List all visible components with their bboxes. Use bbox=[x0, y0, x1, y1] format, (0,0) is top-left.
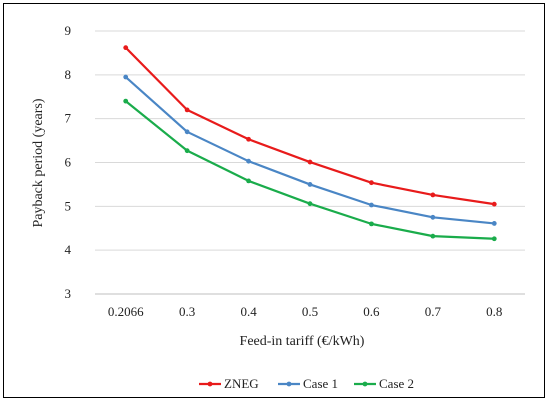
x-tick-label: 0.3 bbox=[179, 304, 195, 319]
x-tick-label: 0.7 bbox=[425, 304, 442, 319]
y-tick-label: 5 bbox=[65, 198, 72, 213]
legend-label: Case 2 bbox=[379, 376, 414, 391]
series-case-2 bbox=[123, 98, 497, 242]
legend-item: Case 2 bbox=[354, 376, 414, 391]
data-point bbox=[491, 236, 497, 242]
y-axis-label: Payback period (years) bbox=[31, 98, 46, 227]
legend-label: ZNEG bbox=[224, 376, 259, 391]
data-point bbox=[430, 214, 436, 220]
x-tick-label: 0.2066 bbox=[108, 304, 144, 319]
legend-swatch-marker bbox=[207, 381, 213, 387]
data-point bbox=[369, 221, 374, 227]
y-axis-ticks: 3 4 5 6 7 8 9 bbox=[65, 23, 72, 301]
data-point bbox=[246, 136, 251, 142]
legend: ZNEG Case 1 Case 2 bbox=[199, 376, 414, 391]
data-point bbox=[307, 201, 313, 207]
y-tick-label: 9 bbox=[65, 23, 72, 38]
series-zneg bbox=[123, 45, 497, 207]
y-tick-label: 3 bbox=[65, 286, 72, 301]
data-point bbox=[246, 178, 251, 184]
data-point bbox=[246, 158, 251, 164]
x-tick-label: 0.5 bbox=[302, 304, 318, 319]
data-point bbox=[307, 182, 313, 187]
x-tick-label: 0.8 bbox=[486, 304, 502, 319]
x-axis-ticks: 0.2066 0.3 0.4 0.5 0.6 0.7 0.8 bbox=[108, 304, 503, 319]
series-lines bbox=[123, 45, 497, 242]
series-case-1 bbox=[123, 74, 497, 226]
data-point bbox=[184, 148, 190, 154]
x-tick-label: 0.6 bbox=[363, 304, 380, 319]
legend-item: Case 1 bbox=[278, 376, 338, 391]
data-point bbox=[184, 129, 190, 135]
y-tick-label: 8 bbox=[65, 67, 72, 82]
data-point bbox=[430, 192, 436, 198]
x-axis-label: Feed-in tariff (€/kWh) bbox=[240, 334, 365, 349]
data-point bbox=[184, 107, 190, 113]
data-point bbox=[123, 98, 129, 104]
legend-swatch-marker bbox=[362, 381, 368, 387]
x-tick-label: 0.4 bbox=[240, 304, 257, 319]
data-point bbox=[369, 180, 374, 186]
data-point bbox=[123, 45, 129, 51]
data-point bbox=[430, 233, 436, 239]
y-tick-label: 4 bbox=[65, 242, 72, 257]
y-tick-label: 6 bbox=[65, 155, 72, 170]
data-point bbox=[491, 221, 497, 226]
y-tick-label: 7 bbox=[65, 111, 72, 126]
data-point bbox=[123, 74, 129, 80]
legend-label: Case 1 bbox=[303, 376, 338, 391]
data-point bbox=[307, 159, 313, 165]
data-point bbox=[369, 202, 374, 208]
legend-swatch-marker bbox=[286, 381, 292, 387]
chart-frame bbox=[3, 3, 545, 398]
data-point bbox=[491, 201, 497, 207]
legend-item: ZNEG bbox=[199, 376, 259, 391]
gridlines bbox=[95, 30, 525, 295]
